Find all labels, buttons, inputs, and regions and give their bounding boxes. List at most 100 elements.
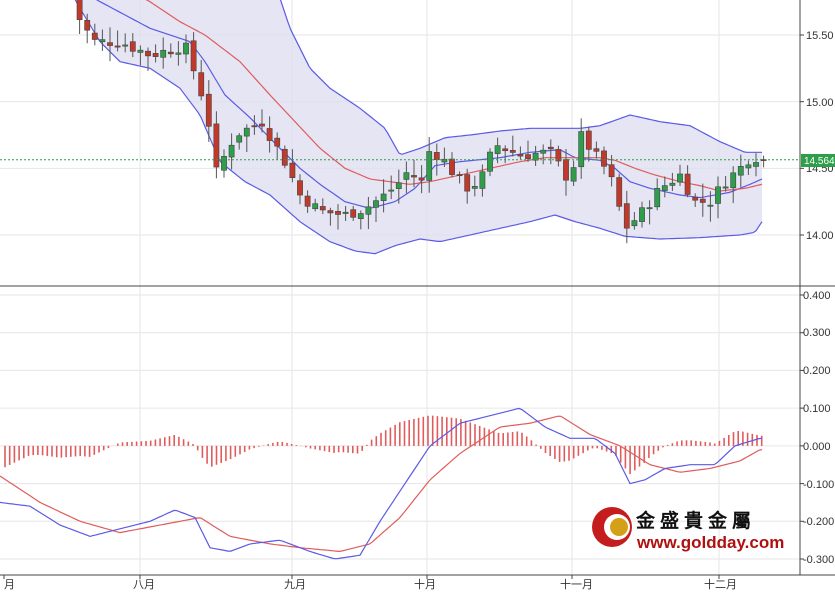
candlestick (91, 23, 98, 46)
candlestick (84, 13, 91, 44)
candlestick (183, 34, 189, 64)
candlestick (319, 198, 326, 215)
candlestick (532, 145, 539, 166)
candlestick (722, 176, 729, 192)
candlestick (593, 141, 600, 159)
candlestick (623, 190, 630, 244)
candlestick (175, 41, 182, 66)
candlestick (487, 148, 493, 177)
candlestick (494, 137, 501, 164)
candlestick (517, 146, 524, 160)
macd-tick-label: 0.400 (803, 290, 831, 302)
candlestick (99, 29, 106, 51)
candlestick (525, 140, 531, 162)
candlestick (753, 153, 759, 177)
candlestick (570, 160, 577, 186)
price-tick-label: 14.00 (806, 230, 834, 242)
x-axis: 月 八月 九月 十月 十一月 十二月 (4, 577, 737, 591)
price-axis: 15.50 15.00 14.50 14.00 (806, 30, 834, 242)
macd-tick-label: -0.300 (803, 554, 834, 566)
candlestick (304, 190, 311, 213)
candlestick (388, 175, 395, 200)
candlestick (114, 30, 121, 52)
candlestick (395, 169, 402, 204)
last-price-tag-box (801, 154, 835, 167)
candlestick (540, 144, 547, 165)
candlestick (380, 179, 387, 213)
candlestick (122, 33, 129, 53)
macd-tick-label: 0.000 (803, 441, 831, 453)
macd-histogram (4, 415, 763, 475)
macd-panel (0, 286, 804, 575)
candlestick (411, 159, 417, 188)
candlestick (137, 45, 144, 66)
candlestick (509, 135, 516, 157)
candlestick (639, 201, 645, 228)
candlestick (677, 164, 683, 186)
candlestick (342, 205, 349, 221)
candlestick (707, 191, 714, 222)
candlestick (631, 212, 638, 230)
candlestick (730, 166, 737, 204)
bollinger-lower-line (74, 0, 763, 255)
candlestick (646, 200, 653, 225)
candlestick (312, 198, 319, 212)
price-tick-label: 15.00 (806, 97, 834, 109)
candlestick (297, 174, 303, 205)
candlestick (327, 207, 334, 226)
x-tick-label: 十一月 (560, 577, 593, 591)
x-tick-label: 八月 (133, 578, 155, 591)
candlestick (289, 149, 296, 183)
candlestick (243, 124, 250, 152)
candlestick (160, 37, 167, 69)
price-panel (0, 0, 804, 286)
candlestick (547, 139, 554, 165)
candlestick (228, 133, 235, 170)
candlestick (449, 152, 455, 178)
candlestick (745, 160, 752, 176)
logo-name: 金盛貴金屬 (635, 509, 756, 532)
macd-grid (0, 286, 804, 575)
watermark-logo: 金盛貴金屬 www.goldday.com (592, 507, 784, 552)
logo-url: www.goldday.com (636, 533, 784, 552)
candlestick (167, 43, 174, 58)
candlestick (274, 132, 281, 160)
candlestick (373, 196, 379, 222)
candlestick (608, 155, 615, 187)
candlesticks (76, 0, 767, 244)
candlestick (221, 149, 227, 178)
candlestick (259, 109, 265, 133)
candlestick (145, 47, 151, 71)
logo-emblem-core (610, 518, 628, 536)
candlestick (357, 210, 364, 230)
candlestick (471, 175, 478, 197)
candlestick (213, 111, 220, 179)
candlestick (236, 132, 243, 150)
candlestick (350, 205, 357, 221)
candlestick (555, 145, 562, 167)
macd-tick-label: 0.200 (803, 365, 831, 377)
last-price-tag-text: 14.564 (804, 156, 835, 167)
candlestick (692, 193, 699, 207)
candlestick (654, 178, 661, 211)
candlestick (426, 137, 433, 193)
macd-signal-line (0, 415, 763, 553)
candlestick (335, 204, 341, 230)
x-tick-label: 月 (4, 578, 15, 591)
candlestick (281, 145, 288, 169)
candlestick (418, 165, 425, 194)
candlestick (578, 118, 585, 179)
candlestick (684, 165, 691, 198)
macd-line (0, 407, 763, 560)
price-tick-label: 15.50 (806, 30, 834, 42)
candlestick (616, 173, 623, 211)
x-tick-label: 十月 (414, 577, 436, 591)
last-price-tag: 14.564 (801, 154, 835, 167)
candlestick (456, 171, 463, 184)
candlestick (365, 196, 372, 230)
bollinger-band-fill (75, 0, 762, 254)
macd-tick-label: 0.100 (803, 403, 831, 415)
candlestick (661, 176, 668, 198)
candlestick (198, 60, 205, 101)
candlestick (205, 80, 212, 142)
